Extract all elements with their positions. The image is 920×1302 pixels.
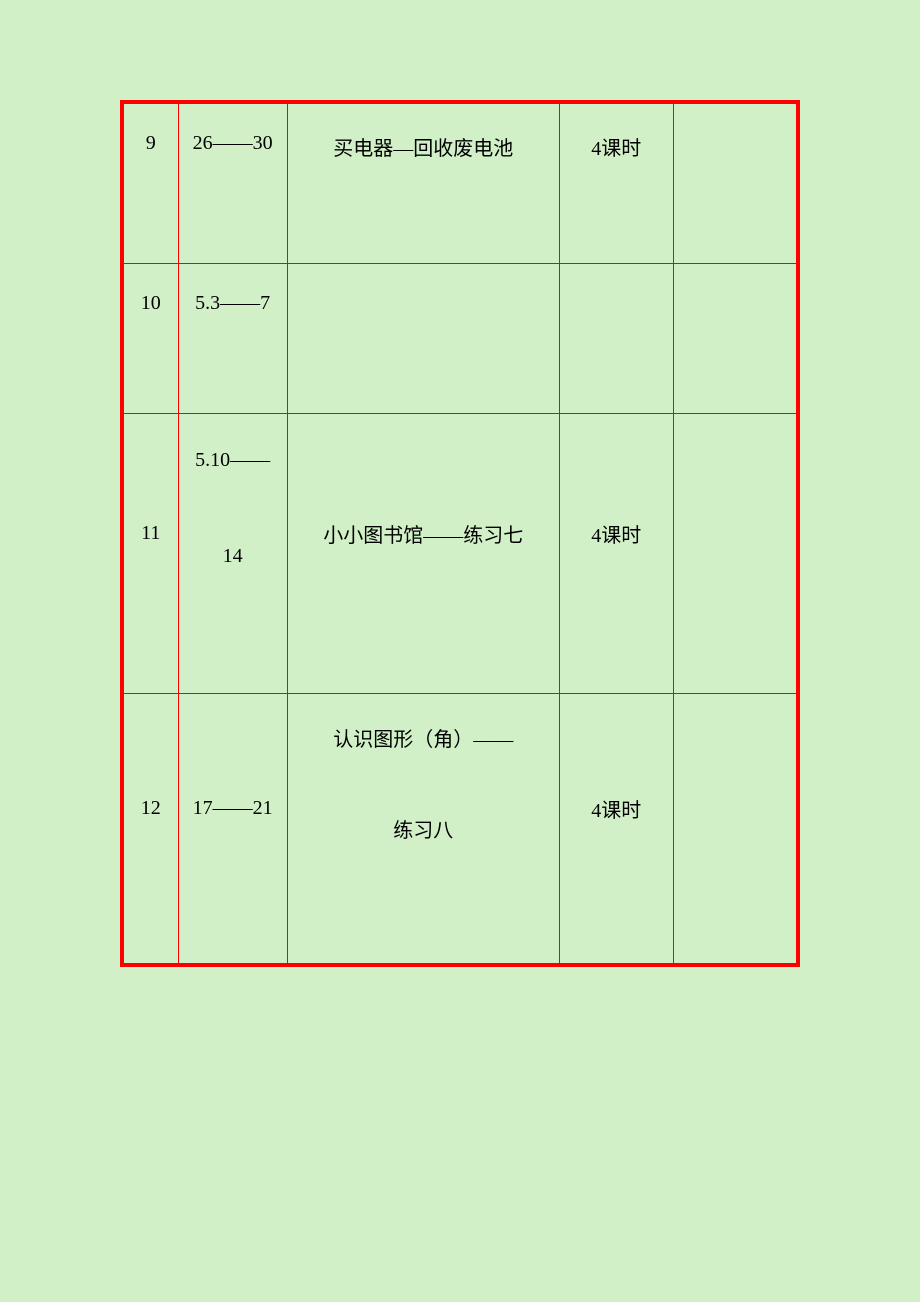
content-line1: 认识图形（角）——	[333, 729, 513, 751]
week-cell: 11	[124, 414, 179, 694]
content-cell: 买电器—回收废电池	[287, 104, 559, 264]
lesson-content: 买电器—回收废电池	[288, 104, 559, 161]
class-hours	[560, 264, 673, 292]
hours-cell: 4课时	[559, 694, 673, 964]
week-number: 10	[124, 264, 178, 315]
date-range: 5.3——7	[179, 264, 287, 315]
week-number: 9	[124, 104, 178, 155]
date-line1: 5.10——	[195, 449, 270, 471]
content-cell: 认识图形（角）—— 练习八	[287, 694, 559, 964]
schedule-table: 9 26——30 买电器—回收废电池 4课时 10 5.3——7	[120, 100, 800, 967]
date-range: 17——21	[179, 797, 287, 820]
date-cell: 5.3——7	[178, 264, 287, 414]
note-text	[674, 104, 796, 132]
week-cell: 9	[124, 104, 179, 264]
note-cell	[673, 414, 796, 694]
date-cell: 17——21	[178, 694, 287, 964]
content-line2: 练习八	[288, 813, 559, 849]
content-cell	[287, 264, 559, 414]
table-row: 11 5.10—— 14 小小图书馆——练习七 4课时	[124, 414, 797, 694]
hours-cell: 4课时	[559, 414, 673, 694]
note-cell	[673, 104, 796, 264]
date-cell: 5.10—— 14	[178, 414, 287, 694]
note-cell	[673, 264, 796, 414]
week-cell: 12	[124, 694, 179, 964]
note-text	[674, 264, 796, 292]
class-hours: 4课时	[560, 794, 673, 823]
week-number: 12	[124, 797, 178, 820]
lesson-content: 小小图书馆——练习七	[288, 519, 559, 548]
lesson-content	[288, 264, 559, 292]
note-text	[674, 694, 796, 722]
date-cell: 26——30	[178, 104, 287, 264]
table-row: 10 5.3——7	[124, 264, 797, 414]
note-cell	[673, 694, 796, 964]
week-number: 11	[124, 522, 178, 545]
table-row: 9 26——30 买电器—回收废电池 4课时	[124, 104, 797, 264]
table: 9 26——30 买电器—回收废电池 4课时 10 5.3——7	[123, 103, 797, 964]
class-hours: 4课时	[560, 519, 673, 548]
class-hours: 4课时	[560, 104, 673, 161]
lesson-content: 认识图形（角）—— 练习八	[288, 694, 559, 849]
date-line2: 14	[179, 538, 287, 574]
date-range: 5.10—— 14	[179, 414, 287, 574]
note-text	[674, 414, 796, 442]
week-cell: 10	[124, 264, 179, 414]
date-range: 26——30	[179, 104, 287, 155]
content-cell: 小小图书馆——练习七	[287, 414, 559, 694]
hours-cell	[559, 264, 673, 414]
table-row: 12 17——21 认识图形（角）—— 练习八 4课时	[124, 694, 797, 964]
hours-cell: 4课时	[559, 104, 673, 264]
